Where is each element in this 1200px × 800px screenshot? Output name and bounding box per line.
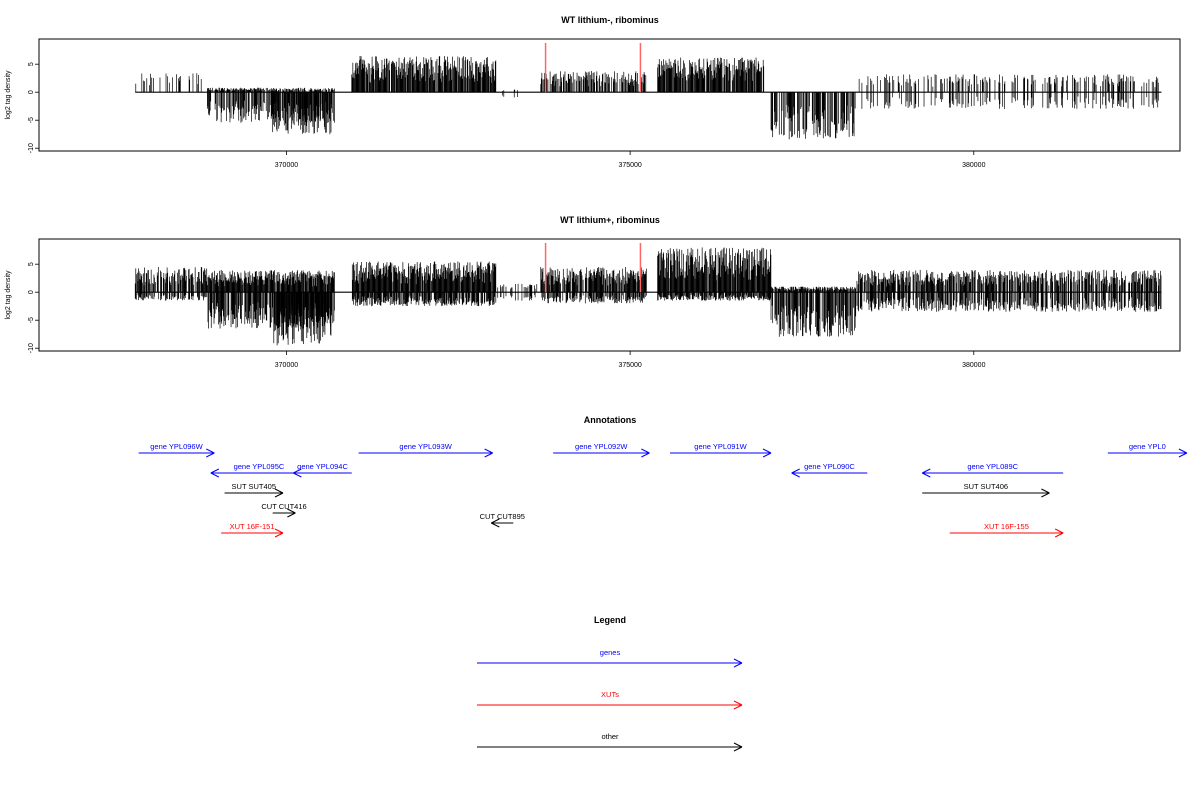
feature-label: gene YPL092W xyxy=(575,442,628,451)
y-tick-label: -10 xyxy=(28,343,35,353)
feature-label: SUT SUT406 xyxy=(964,482,1008,491)
feature-label: gene YPL094C xyxy=(297,462,348,471)
gene-feature-arrow xyxy=(922,468,1064,478)
x-tick-label: 380000 xyxy=(962,362,985,369)
annotations-track: gene YPL096W gene YPL095C gene YPL094C gene… xyxy=(138,442,1188,538)
feature-label: XUT 16F-155 xyxy=(984,522,1029,531)
y-axis: -10 -5 0 5 xyxy=(28,62,40,153)
y-tick-label: 5 xyxy=(28,262,35,266)
gene-feature-arrow xyxy=(293,468,352,478)
y-tick-label: 5 xyxy=(28,62,35,66)
gene-feature-arrow xyxy=(210,468,308,478)
feature-label: gene YPL090C xyxy=(804,462,855,471)
track-title: WT lithium+, ribominus xyxy=(560,215,660,225)
y-tick-label: 0 xyxy=(28,90,35,94)
markers-group xyxy=(544,243,642,293)
x-tick-label: 375000 xyxy=(618,162,641,169)
other-feature-arrow xyxy=(922,488,1050,498)
legend-arrow-other xyxy=(477,742,743,752)
legend: genes XUTs other xyxy=(477,648,743,752)
gene-feature-arrow xyxy=(138,448,215,458)
gene-feature-arrow xyxy=(791,468,868,478)
feature-label: CUT CUT895 xyxy=(480,512,525,521)
y-tick-label: -5 xyxy=(28,317,35,323)
feature-label: gene YPL093W xyxy=(399,442,452,451)
feature-label: XUT 16F-151 xyxy=(230,522,275,531)
y-tick-label: 0 xyxy=(28,290,35,294)
feature-label: gene YPL096W xyxy=(150,442,203,451)
feature-label: SUT SUT405 xyxy=(232,482,276,491)
x-tick-label: 380000 xyxy=(962,162,985,169)
y-axis: -10 -5 0 5 xyxy=(28,262,40,353)
legend-label: XUTs xyxy=(601,690,619,699)
bars-group xyxy=(134,247,1162,346)
xut-feature-arrow xyxy=(949,528,1064,538)
x-tick-label: 370000 xyxy=(275,162,298,169)
x-axis: 370000 375000 380000 xyxy=(275,151,986,169)
gene-feature-arrow xyxy=(1107,448,1188,458)
bars-group xyxy=(135,55,1162,140)
x-tick-label: 375000 xyxy=(618,362,641,369)
legend-arrow-xut xyxy=(477,700,743,710)
track-title: WT lithium-, ribominus xyxy=(561,15,659,25)
y-tick-label: -5 xyxy=(28,117,35,123)
legend-label: genes xyxy=(600,648,621,657)
feature-label: gene YPL095C xyxy=(234,462,285,471)
gene-feature-arrow xyxy=(358,448,493,458)
feature-label: CUT CUT416 xyxy=(261,502,306,511)
legend-label: other xyxy=(601,732,619,741)
other-feature-arrow xyxy=(272,508,296,518)
y-tick-label: -10 xyxy=(28,143,35,153)
gene-feature-arrow xyxy=(553,448,650,458)
legend-title: Legend xyxy=(594,615,626,625)
feature-label: gene YPL0 xyxy=(1129,442,1166,451)
annotations-title: Annotations xyxy=(584,415,637,425)
feature-label: gene YPL091W xyxy=(694,442,747,451)
gene-feature-arrow xyxy=(669,448,772,458)
x-tick-label: 370000 xyxy=(275,362,298,369)
other-feature-arrow xyxy=(491,518,514,528)
track-panel-lithium-minus: WT lithium-, ribominus log2 tag density … xyxy=(5,15,1181,169)
y-axis-label: log2 tag density xyxy=(5,270,12,320)
track-panel-lithium-plus: WT lithium+, ribominus log2 tag density … xyxy=(5,215,1181,369)
y-axis-label: log2 tag density xyxy=(5,70,12,120)
feature-label: gene YPL089C xyxy=(967,462,1018,471)
xut-feature-arrow xyxy=(221,528,284,538)
legend-arrow-gene xyxy=(477,658,743,668)
x-axis: 370000 375000 380000 xyxy=(275,351,986,369)
other-feature-arrow xyxy=(224,488,284,498)
markers-group xyxy=(544,43,642,93)
